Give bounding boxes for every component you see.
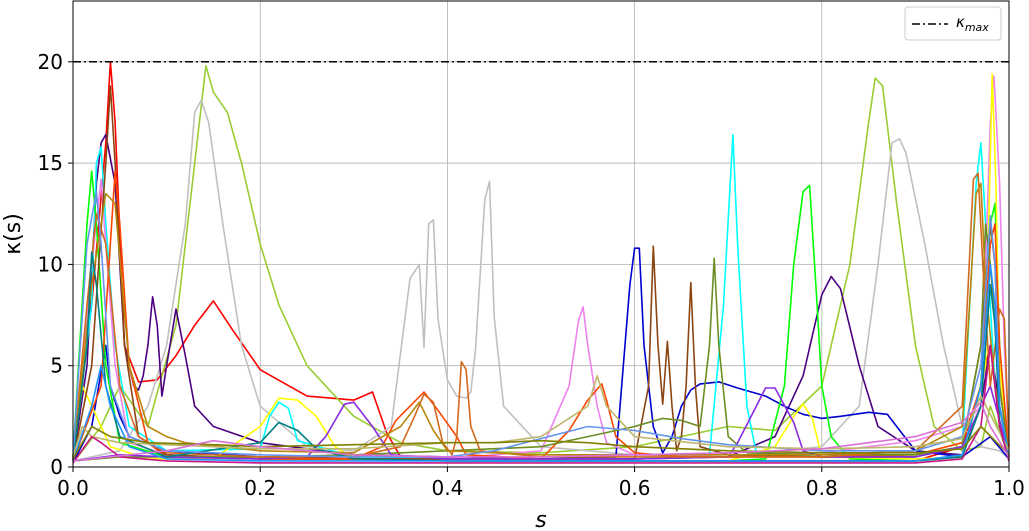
series-line-17 [72,263,1010,462]
x-tick-label-0: 0.0 [57,476,89,500]
y-tick-label-1: 5 [50,354,63,378]
legend-label-sub: max [965,21,989,34]
legend-label-main: κ [956,13,965,31]
series-line-15 [72,251,1010,462]
plot-area [72,0,1010,468]
series-line-21 [72,401,1010,462]
legend-box [904,6,1002,41]
x-tick-label-1: 0.2 [244,476,276,500]
y-tick-label-3: 15 [38,151,63,175]
y-tick-label-4: 20 [38,50,63,74]
series-line-20 [72,425,1010,460]
y-tick-label-0: 0 [50,455,63,479]
x-axis-label: s [535,508,546,531]
legend: κmax [904,6,1002,41]
y-tick-label-2: 10 [38,252,63,276]
x-tick-label-2: 0.4 [431,476,463,500]
series-line-2 [72,99,1010,462]
series-layer [72,61,1010,464]
series-line-14 [72,182,1010,459]
x-axis: 0.0 0.2 0.4 0.6 0.8 1.0 [57,467,1025,500]
series-line-12 [72,385,1010,462]
y-axis: 0 5 10 15 20 [38,50,73,479]
series-line-16 [72,190,1010,458]
y-axis-label: κ(s) [1,213,26,255]
series-line-6 [72,75,1010,460]
legend-label-kappa-max: κmax [956,13,989,34]
x-tick-label-3: 0.6 [619,476,651,500]
x-tick-label-5: 1.0 [993,476,1025,500]
series-line-19 [72,344,1010,464]
x-tick-label-4: 0.8 [806,476,838,500]
series-line-18 [72,375,1010,458]
